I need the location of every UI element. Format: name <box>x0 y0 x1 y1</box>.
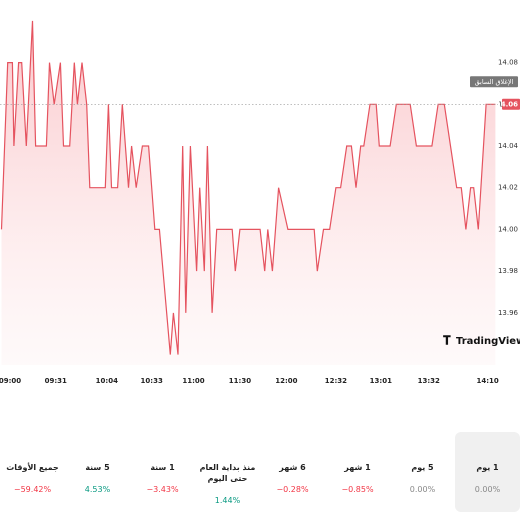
period-change: 4.53% <box>84 485 111 494</box>
x-tick-label: 12:00 <box>275 377 297 385</box>
period-label: 6 شهر <box>279 463 306 472</box>
x-tick-label: 11:00 <box>182 377 204 385</box>
last-price-label: 14.06 <box>496 100 518 108</box>
x-tick-label: 10:04 <box>96 377 118 385</box>
x-tick-label: 11:30 <box>229 377 251 385</box>
period-tab[interactable]: 1 سنة −3.43% <box>130 432 195 512</box>
prev-close-label: الإغلاق السابق <box>475 78 514 86</box>
period-tab[interactable]: 6 شهر −0.28% <box>260 432 325 512</box>
y-tick-label: 14.04 <box>498 142 519 150</box>
y-tick-label: 14.08 <box>498 59 518 67</box>
x-tick-label: 10:33 <box>141 377 163 385</box>
period-tab[interactable]: 1 شهر −0.85% <box>325 432 390 512</box>
prev-close-box <box>470 76 518 88</box>
period-label: 1 يوم <box>476 463 499 472</box>
period-label: 1 سنة <box>150 463 175 472</box>
x-tick-label: 13:32 <box>418 377 440 385</box>
period-label: 5 يوم <box>411 463 434 472</box>
x-tick-label: 12:32 <box>325 377 347 385</box>
brand-mark: 𝐓 <box>443 334 451 348</box>
x-tick-label: 09:31 <box>45 377 67 385</box>
period-tab[interactable]: 5 سنة 4.53% <box>65 432 130 512</box>
period-tabs: 1 يوم 0.00% 5 يوم 0.00% 1 شهر −0.85% 6 شهر −0.2… <box>0 432 520 512</box>
period-change: 0.00% <box>409 485 436 494</box>
brand: TradingView <box>456 336 520 347</box>
period-label: 1 شهر <box>344 463 371 472</box>
period-label: جميع الأوقات <box>6 463 59 472</box>
x-tick-label: 09:00 <box>0 377 21 385</box>
y-tick-label: 13.98 <box>498 267 518 275</box>
x-tick-label: 13:01 <box>370 377 392 385</box>
x-tick-label: 14:10 <box>476 377 498 385</box>
period-change: −0.28% <box>276 485 309 494</box>
y-tick-label: 13.96 <box>498 309 519 317</box>
y-tick-label: 14.02 <box>498 184 518 192</box>
period-tab[interactable]: 1 يوم 0.00% <box>455 432 520 512</box>
area-fill <box>1 20 496 366</box>
last-price-box <box>502 98 520 110</box>
period-change: 0.00% <box>474 485 501 494</box>
period-label: 5 سنة <box>85 463 110 472</box>
period-change: −3.43% <box>146 485 179 494</box>
y-tick-label: 14.00 <box>498 225 518 233</box>
period-label: منذ بداية العام حتى اليوم <box>199 463 256 483</box>
period-change: −59.42% <box>13 485 52 494</box>
period-tab[interactable]: منذ بداية العام حتى اليوم 1.44% <box>195 432 260 512</box>
period-change: 1.44% <box>214 496 241 505</box>
period-tab[interactable]: جميع الأوقات −59.42% <box>0 432 65 512</box>
chart: 14.08 14.06 14.04 14.02 14.00 13.98 13.96 الإغل… <box>0 20 520 385</box>
period-tab[interactable]: 5 يوم 0.00% <box>390 432 455 512</box>
price-line <box>0 20 496 355</box>
period-change: −0.85% <box>341 485 374 494</box>
